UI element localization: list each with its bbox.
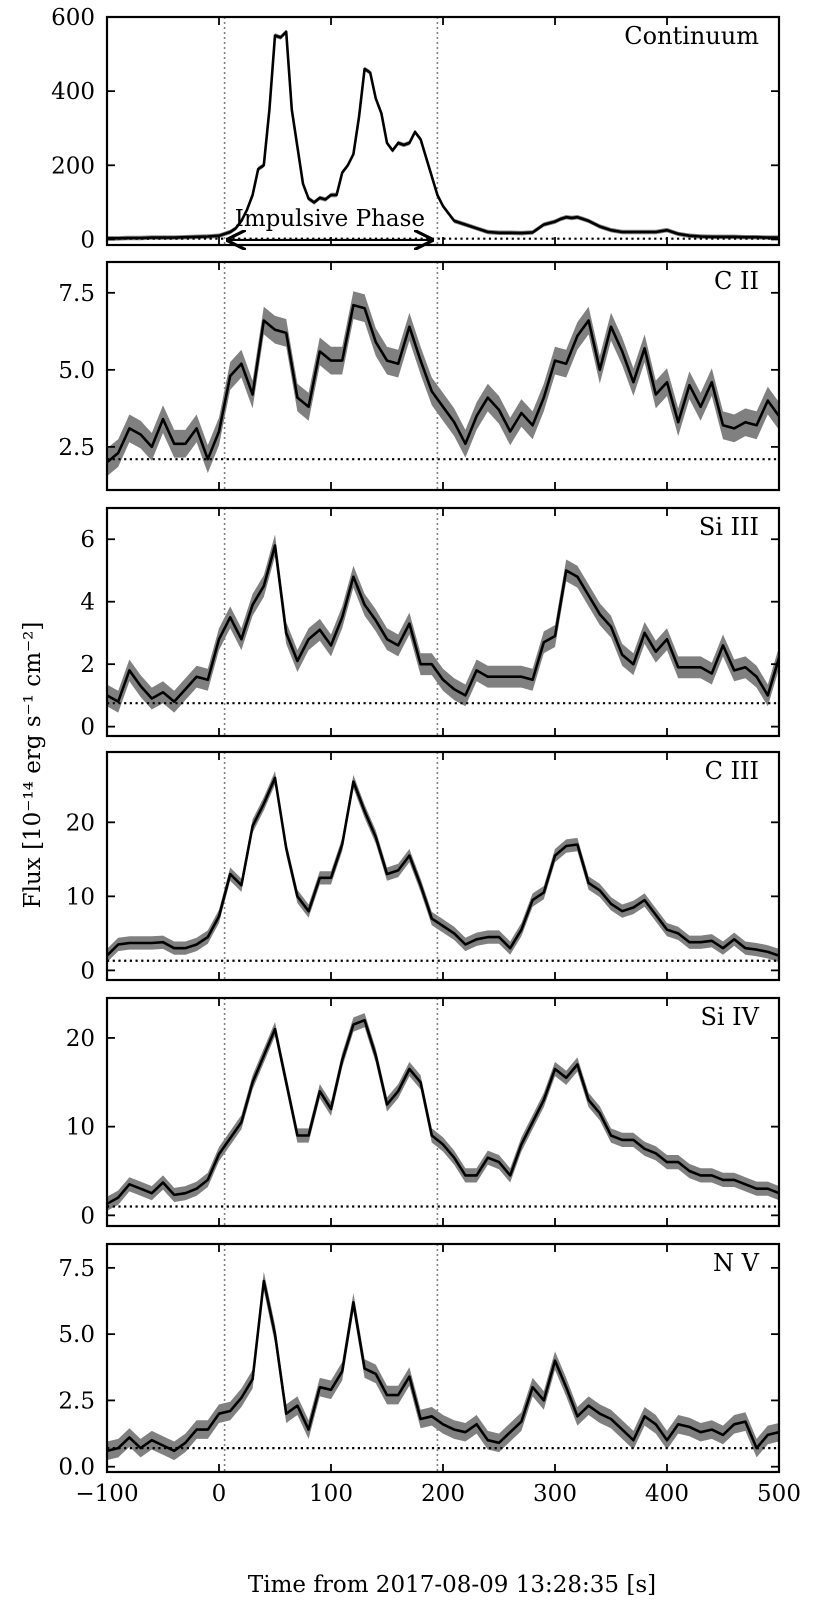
axes-frame	[105, 996, 781, 1228]
y-tick-label: 5.0	[58, 358, 95, 384]
y-tick-label: 400	[51, 79, 95, 105]
plot-area	[107, 17, 779, 245]
axes-frame	[105, 750, 781, 982]
plot-area	[107, 998, 779, 1226]
y-tick-label: 5.0	[58, 1322, 95, 1348]
panel-c-iii: 0 10 20 C III	[66, 750, 781, 984]
panel-label: Si III	[699, 513, 759, 541]
uncertainty-band	[107, 291, 779, 477]
flux-series-line	[107, 30, 779, 240]
y-tick-label: 0.0	[58, 1455, 95, 1481]
y-tick-label: 0	[80, 227, 95, 253]
y-tick-label: 2.5	[58, 435, 95, 461]
axes-frame	[105, 15, 781, 247]
y-tick-label: 20	[66, 810, 95, 836]
y-tick-label: 200	[51, 153, 95, 179]
uncertainty-band	[107, 771, 779, 963]
y-tick-label: 7.5	[58, 281, 95, 307]
x-axis-title: Time from 2017-08-09 13:28:35 [s]	[248, 1572, 656, 1598]
x-tick-label: 500	[757, 1481, 801, 1507]
y-tick-label: 10	[66, 1115, 95, 1141]
plot-area	[107, 752, 779, 980]
y-tick-label: 0	[80, 958, 95, 984]
y-tick-label: 0	[80, 715, 95, 741]
panel-si-iii: 0 2 4 6 Si III	[80, 506, 781, 741]
flux-series-line	[107, 1018, 779, 1205]
panel-label: Si IV	[700, 1003, 759, 1031]
flux-series-line	[107, 1279, 779, 1453]
x-tick-label: 100	[309, 1481, 353, 1507]
flux-series-line	[107, 776, 779, 957]
y-tick-label: 20	[66, 1026, 95, 1052]
panel-label: C III	[705, 757, 759, 785]
y-tick-label: 10	[66, 884, 95, 910]
uncertainty-band	[107, 534, 779, 713]
panel-continuum: 0 200 400 600 Continuum Impulsive Phase	[51, 5, 781, 253]
plot-area	[107, 262, 779, 490]
y-axis-title: Flux [10⁻¹⁴ erg s⁻¹ cm⁻²]	[20, 622, 46, 909]
panel-n-v: −100 0 100 200 300 400 500 0.0 2.5 5.0 7.5 N V	[58, 1242, 801, 1507]
y-tick-label: 600	[51, 5, 95, 31]
panel-label: Continuum	[624, 22, 759, 50]
y-tick-label: 2.5	[58, 1388, 95, 1414]
flux-series-line	[107, 303, 779, 464]
y-tick-label: 0	[80, 1203, 95, 1229]
y-tick-label: 2	[80, 652, 95, 678]
uncertainty-band	[107, 29, 779, 241]
plot-area	[107, 508, 779, 736]
x-tick-label: 400	[645, 1481, 689, 1507]
x-tick-label: −100	[75, 1481, 138, 1507]
x-tick-label: 200	[421, 1481, 465, 1507]
axes-frame	[105, 506, 781, 738]
y-tick-label: 6	[80, 527, 95, 553]
panel-label: C II	[714, 267, 759, 295]
flux-series-line	[107, 544, 779, 703]
panel-label: N V	[713, 1249, 760, 1277]
panel-si-iv: 0 10 20 Si IV	[66, 996, 781, 1229]
x-tick-label: 300	[533, 1481, 577, 1507]
panel-c-ii: 2.5 5.0 7.5 C II	[58, 260, 781, 492]
plot-area	[107, 1244, 779, 1472]
y-tick-label: 4	[80, 590, 95, 616]
impulsive-phase-label: Impulsive Phase	[235, 206, 425, 232]
x-tick-label: 0	[212, 1481, 227, 1507]
uncertainty-band	[107, 1271, 779, 1461]
y-tick-label: 7.5	[58, 1256, 95, 1282]
uncertainty-band	[107, 1013, 779, 1211]
